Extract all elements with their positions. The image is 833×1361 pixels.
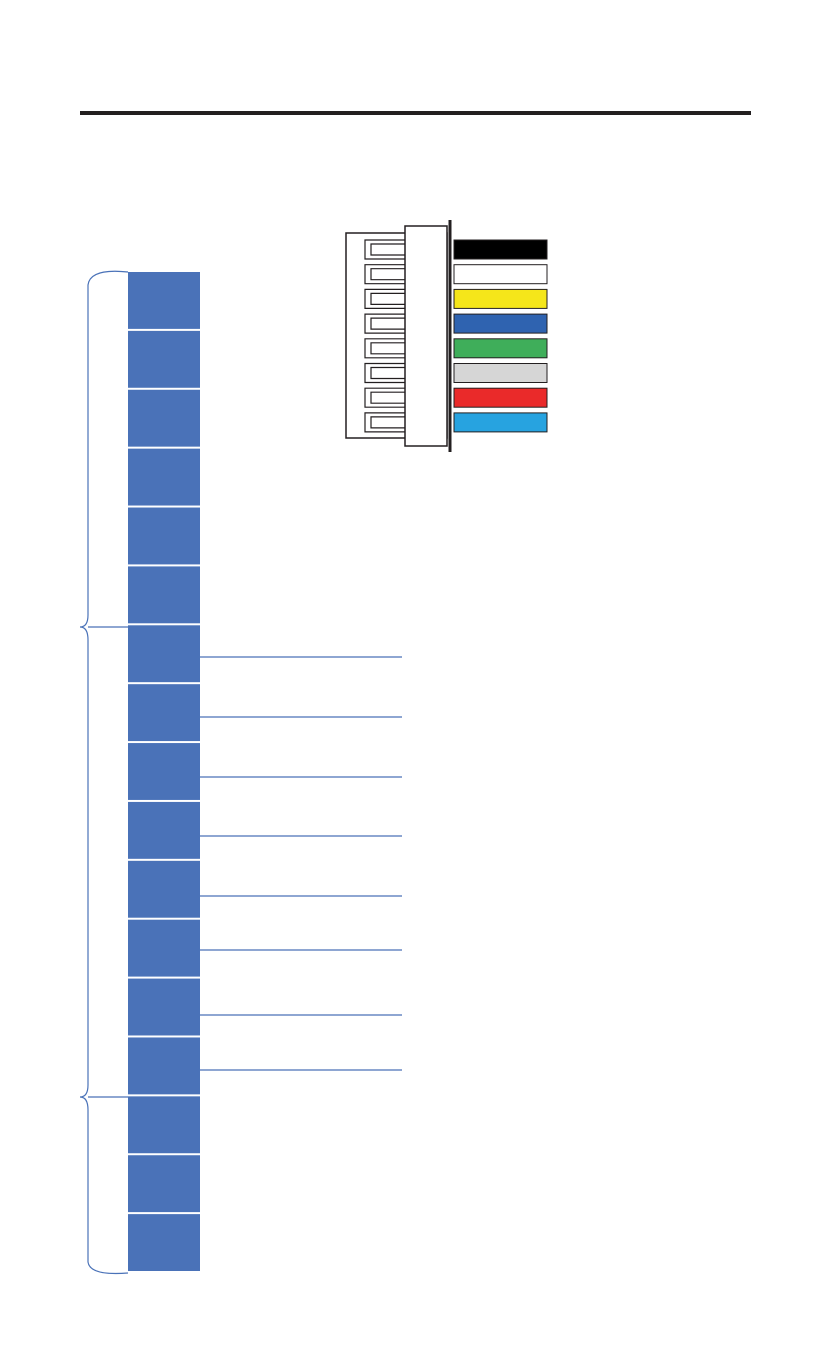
pin-slot xyxy=(364,264,405,285)
connector-body xyxy=(404,225,448,447)
pin-block xyxy=(128,507,200,565)
pin-block xyxy=(128,860,200,918)
wire xyxy=(453,288,548,309)
pin-block xyxy=(128,1155,200,1213)
pin-block xyxy=(128,1214,200,1271)
pin-block xyxy=(128,801,200,859)
wire xyxy=(453,313,548,334)
wire xyxy=(453,264,548,285)
wire xyxy=(453,363,548,383)
pin-block xyxy=(128,330,200,388)
pin-slot xyxy=(364,412,405,433)
pin-slot xyxy=(364,338,405,359)
pin-block xyxy=(128,389,200,447)
pin-block xyxy=(128,1096,200,1154)
pin-block xyxy=(128,684,200,742)
group-bracket xyxy=(79,270,129,1275)
bracket-ticks xyxy=(88,626,128,1098)
pin-block xyxy=(128,978,200,1036)
pin-slot xyxy=(364,239,405,260)
connector xyxy=(345,220,548,452)
pin-block xyxy=(128,566,200,624)
wire xyxy=(453,387,548,408)
wire xyxy=(453,412,548,433)
wire xyxy=(453,239,548,260)
pin-slot xyxy=(364,313,405,334)
pin-block xyxy=(128,625,200,683)
pin-block xyxy=(128,448,200,506)
pin-slot xyxy=(364,387,405,408)
pin-block xyxy=(128,919,200,977)
pin-slot xyxy=(364,362,405,384)
pin-block xyxy=(128,1037,200,1095)
pin-block xyxy=(128,743,200,800)
pin-block xyxy=(128,272,200,329)
wire xyxy=(453,338,548,359)
header-rule xyxy=(80,111,751,115)
pin-slot xyxy=(364,288,405,309)
